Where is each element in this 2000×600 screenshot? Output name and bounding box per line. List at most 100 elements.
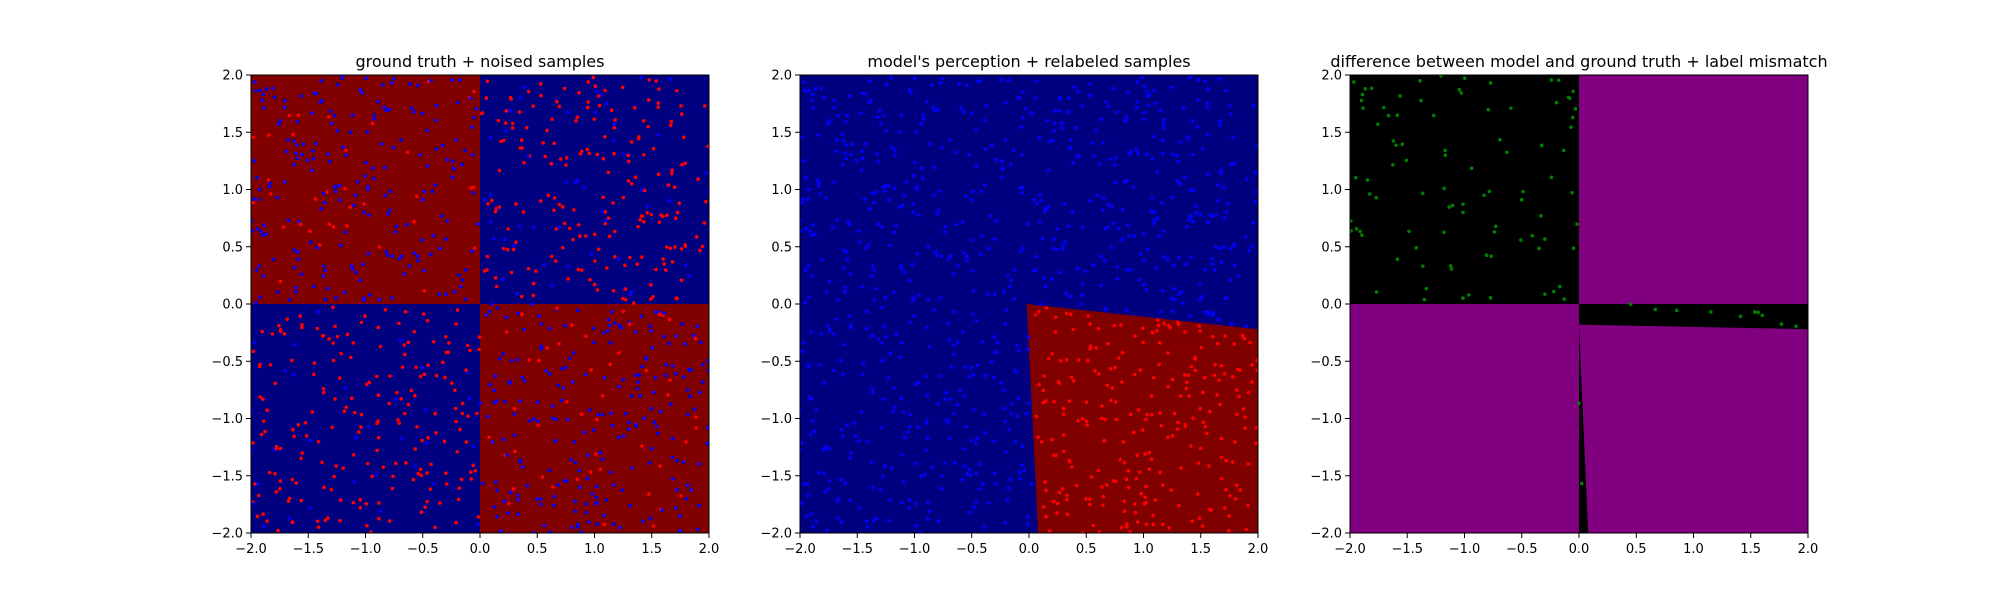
sample-point [251, 200, 256, 205]
sample-point [901, 480, 906, 485]
sample-point [652, 390, 656, 395]
sample-point [906, 430, 910, 434]
sample-point [661, 334, 666, 339]
sample-point [1165, 257, 1170, 261]
sample-point [1567, 96, 1572, 101]
sample-point [425, 471, 429, 475]
sample-point [375, 448, 379, 453]
sample-point [323, 297, 328, 302]
sample-point [679, 493, 683, 498]
sample-point [321, 274, 325, 278]
sample-point [1144, 288, 1149, 292]
sample-point [864, 245, 869, 250]
y-tick-label: −1.5 [211, 469, 243, 484]
sample-point [993, 237, 997, 241]
sample-point [485, 79, 490, 84]
sample-point [936, 519, 941, 523]
sample-point [686, 412, 690, 417]
sample-point [669, 171, 674, 176]
sample-point [1044, 306, 1049, 310]
sample-point [948, 436, 953, 441]
sample-point [952, 310, 957, 314]
sample-point [1109, 245, 1114, 250]
sample-point [1193, 368, 1198, 373]
sample-point [1066, 224, 1071, 229]
sample-point [1087, 199, 1092, 203]
sample-point [1760, 313, 1765, 318]
sample-point [1206, 87, 1210, 91]
sample-point [904, 179, 909, 184]
sample-point [561, 205, 565, 209]
sample-point [387, 401, 391, 406]
sample-point [287, 496, 292, 501]
sample-point [679, 112, 684, 116]
sample-point [1166, 435, 1170, 440]
sample-point [925, 393, 930, 397]
y-tick-label: −0.5 [760, 355, 792, 370]
sample-point [1062, 240, 1067, 244]
sample-point [386, 212, 390, 216]
sample-point [1219, 260, 1224, 264]
sample-point [1046, 168, 1051, 173]
sample-point [552, 208, 556, 213]
sample-point [1244, 324, 1248, 329]
sample-point [1488, 81, 1493, 85]
sample-point [827, 446, 832, 451]
sample-point [274, 490, 279, 494]
sample-point [956, 264, 961, 268]
sample-point [1222, 245, 1226, 249]
sample-point [1214, 245, 1218, 249]
sample-point [1046, 205, 1051, 209]
sample-point [611, 201, 615, 205]
sample-point [1443, 148, 1447, 153]
sample-point [363, 76, 368, 80]
sample-point [457, 78, 462, 82]
sample-point [444, 237, 448, 241]
sample-point [1461, 202, 1465, 206]
sample-point [1254, 441, 1258, 446]
sample-point [832, 368, 836, 373]
sample-point [1098, 161, 1102, 166]
sample-point [640, 364, 645, 369]
sample-point [460, 401, 465, 406]
sample-point [812, 429, 816, 434]
sample-point [1042, 374, 1047, 378]
sample-point [887, 518, 891, 523]
sample-point [1229, 162, 1233, 167]
sample-point [296, 257, 301, 261]
sample-point [661, 257, 665, 261]
sample-point [914, 523, 918, 528]
sample-point [335, 129, 339, 133]
sample-point [254, 300, 258, 305]
sample-point [961, 219, 965, 224]
sample-point [1153, 498, 1158, 502]
sample-point [423, 505, 427, 510]
sample-point [1211, 311, 1216, 315]
sample-point [663, 373, 668, 378]
sample-point [1154, 266, 1158, 270]
sample-point [506, 227, 510, 231]
sample-point [415, 254, 420, 258]
sample-point [566, 277, 570, 281]
sample-point [639, 314, 644, 319]
sample-point [1179, 466, 1183, 470]
sample-point [418, 467, 423, 472]
sample-point [1053, 330, 1058, 334]
sample-point [503, 121, 508, 125]
sample-point [1216, 198, 1221, 203]
sample-point [363, 174, 367, 178]
sample-point [388, 189, 393, 194]
region-2 [1579, 75, 1808, 304]
sample-point [1188, 255, 1193, 259]
sample-point [399, 436, 404, 441]
sample-point [658, 409, 663, 414]
sample-point [1203, 424, 1208, 429]
sample-point [606, 318, 611, 322]
sample-point [627, 420, 631, 425]
plot-area [1350, 75, 1808, 533]
sample-point [1088, 82, 1092, 86]
sample-point [841, 342, 846, 347]
sample-point [974, 164, 979, 168]
sample-point [1151, 375, 1156, 380]
